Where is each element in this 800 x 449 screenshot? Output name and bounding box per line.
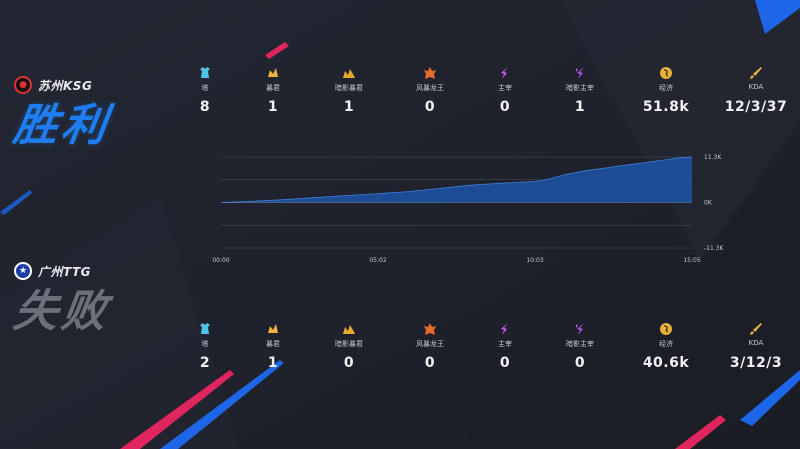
stat-value: 0 xyxy=(574,355,586,371)
result-victory: 胜利 xyxy=(10,100,114,151)
stat-shadow-overlord: 暗影主宰 1 xyxy=(545,66,615,115)
stat-value: 51.8k xyxy=(642,99,690,115)
ttg-logo-icon: ★ xyxy=(14,262,32,280)
stat-value: 1 xyxy=(267,99,279,115)
stat-value: 40.6k xyxy=(642,355,690,371)
stat-value: 0 xyxy=(424,355,436,371)
storm-dragon-icon xyxy=(424,67,436,79)
ksg-logo-icon: ● xyxy=(14,76,32,94)
stat-tyrant: 暴君 1 xyxy=(238,322,308,371)
result-defeat: 失败 xyxy=(10,286,114,337)
team-name: 苏州KSG xyxy=(38,78,93,93)
stat-tower: 塔 8 xyxy=(170,66,240,115)
shadow-overlord-icon xyxy=(576,67,584,79)
gold-icon xyxy=(660,67,672,79)
stat-value: 1 xyxy=(343,99,355,115)
stat-value: 8 xyxy=(199,99,211,115)
stat-value: 1 xyxy=(574,99,586,115)
stat-storm-dragon: 风暴龙王 0 xyxy=(395,322,465,371)
stat-shadow-overlord: 暗影主宰 0 xyxy=(545,322,615,371)
kda-sword-icon xyxy=(750,323,762,335)
team-ksg-stats: 塔 8 暴君 1 暗影暴君 1 风暴龙王 0 主宰 0 暗影主宰 1 经济 51… xyxy=(168,66,792,126)
stat-tyrant: 暴君 1 xyxy=(238,66,308,115)
stat-gold: 经济 40.6k xyxy=(631,322,701,371)
stat-value: 1 xyxy=(267,355,279,371)
stat-shadow-tyrant: 暗影暴君 0 xyxy=(314,322,384,371)
stat-storm-dragon: 风暴龙王 0 xyxy=(395,66,465,115)
tower-icon xyxy=(200,323,210,334)
overlord-icon xyxy=(501,67,508,79)
tyrant-icon xyxy=(268,324,278,333)
team-ttg-block: ★ 广州TTG 失败 xyxy=(10,262,114,337)
stat-value: 0 xyxy=(499,99,511,115)
stat-value: 3/12/3 xyxy=(729,355,783,371)
storm-dragon-icon xyxy=(424,323,436,335)
shadow-overlord-icon xyxy=(576,323,584,335)
stat-overlord: 主宰 0 xyxy=(470,66,540,115)
stat-value: 0 xyxy=(343,355,355,371)
shadow-tyrant-icon xyxy=(343,325,355,334)
team-ttg-stats: 塔 2 暴君 1 暗影暴君 0 风暴龙王 0 主宰 0 暗影主宰 0 经济 40… xyxy=(168,322,792,382)
stat-value: 0 xyxy=(424,99,436,115)
stat-kda: KDA 3/12/3 xyxy=(721,322,791,371)
gold-icon xyxy=(660,323,672,335)
stat-shadow-tyrant: 暗影暴君 1 xyxy=(314,66,384,115)
stat-value: 2 xyxy=(199,355,211,371)
shadow-tyrant-icon xyxy=(343,69,355,78)
stat-value: 0 xyxy=(499,355,511,371)
stat-kda: KDA 12/3/37 xyxy=(721,66,791,115)
stat-overlord: 主宰 0 xyxy=(470,322,540,371)
tower-icon xyxy=(200,67,210,78)
team-ksg-block: ● 苏州KSG 胜利 xyxy=(10,76,114,151)
team-name: 广州TTG xyxy=(38,264,91,279)
kda-sword-icon xyxy=(750,67,762,79)
stat-value: 12/3/37 xyxy=(724,99,788,115)
overlord-icon xyxy=(501,323,508,335)
tyrant-icon xyxy=(268,68,278,77)
stat-gold: 经济 51.8k xyxy=(631,66,701,115)
stat-tower: 塔 2 xyxy=(170,322,240,371)
